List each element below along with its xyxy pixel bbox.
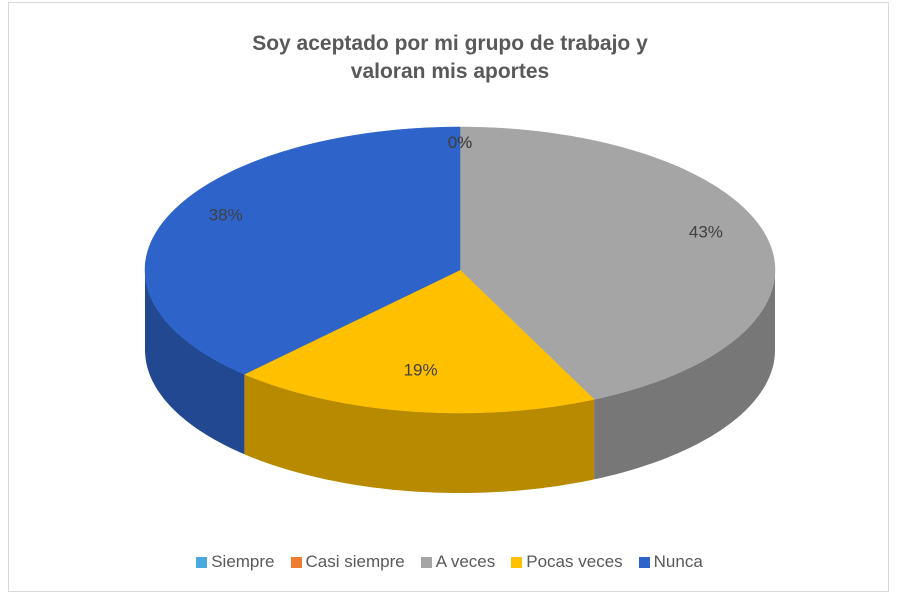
legend-label: Nunca <box>653 552 703 571</box>
legend: Siempre Casi siempre A veces Pocas veces Nun… <box>0 552 899 572</box>
data-label: 43% <box>689 222 723 241</box>
slice-side <box>145 270 245 455</box>
data-label: 0% <box>448 133 473 152</box>
legend-swatch <box>420 556 432 568</box>
legend-label: Casi siempre <box>305 552 405 571</box>
legend-item: Pocas veces <box>511 552 623 572</box>
legend-label: Siempre <box>211 552 275 571</box>
legend-item: Nunca <box>638 552 703 572</box>
slice <box>243 269 595 414</box>
data-label: 0% <box>448 133 473 152</box>
data-label: 19% <box>404 360 438 379</box>
slice-side <box>244 374 595 493</box>
legend-item: A veces <box>420 552 496 572</box>
slice <box>144 126 461 375</box>
legend-item: Siempre <box>196 552 275 572</box>
data-label: 38% <box>209 205 243 224</box>
slice-side <box>594 270 775 480</box>
slice <box>459 126 776 400</box>
legend-label: A veces <box>435 552 496 571</box>
legend-swatch <box>511 556 523 568</box>
chart-title: Soy aceptado por mi grupo de trabajo y v… <box>252 32 648 83</box>
legend-swatch <box>290 556 302 568</box>
legend-swatch <box>196 556 208 568</box>
legend-label: Pocas veces <box>526 552 623 571</box>
chart-frame <box>8 2 889 592</box>
legend-swatch <box>638 556 650 568</box>
legend-item: Casi siempre <box>290 552 405 572</box>
